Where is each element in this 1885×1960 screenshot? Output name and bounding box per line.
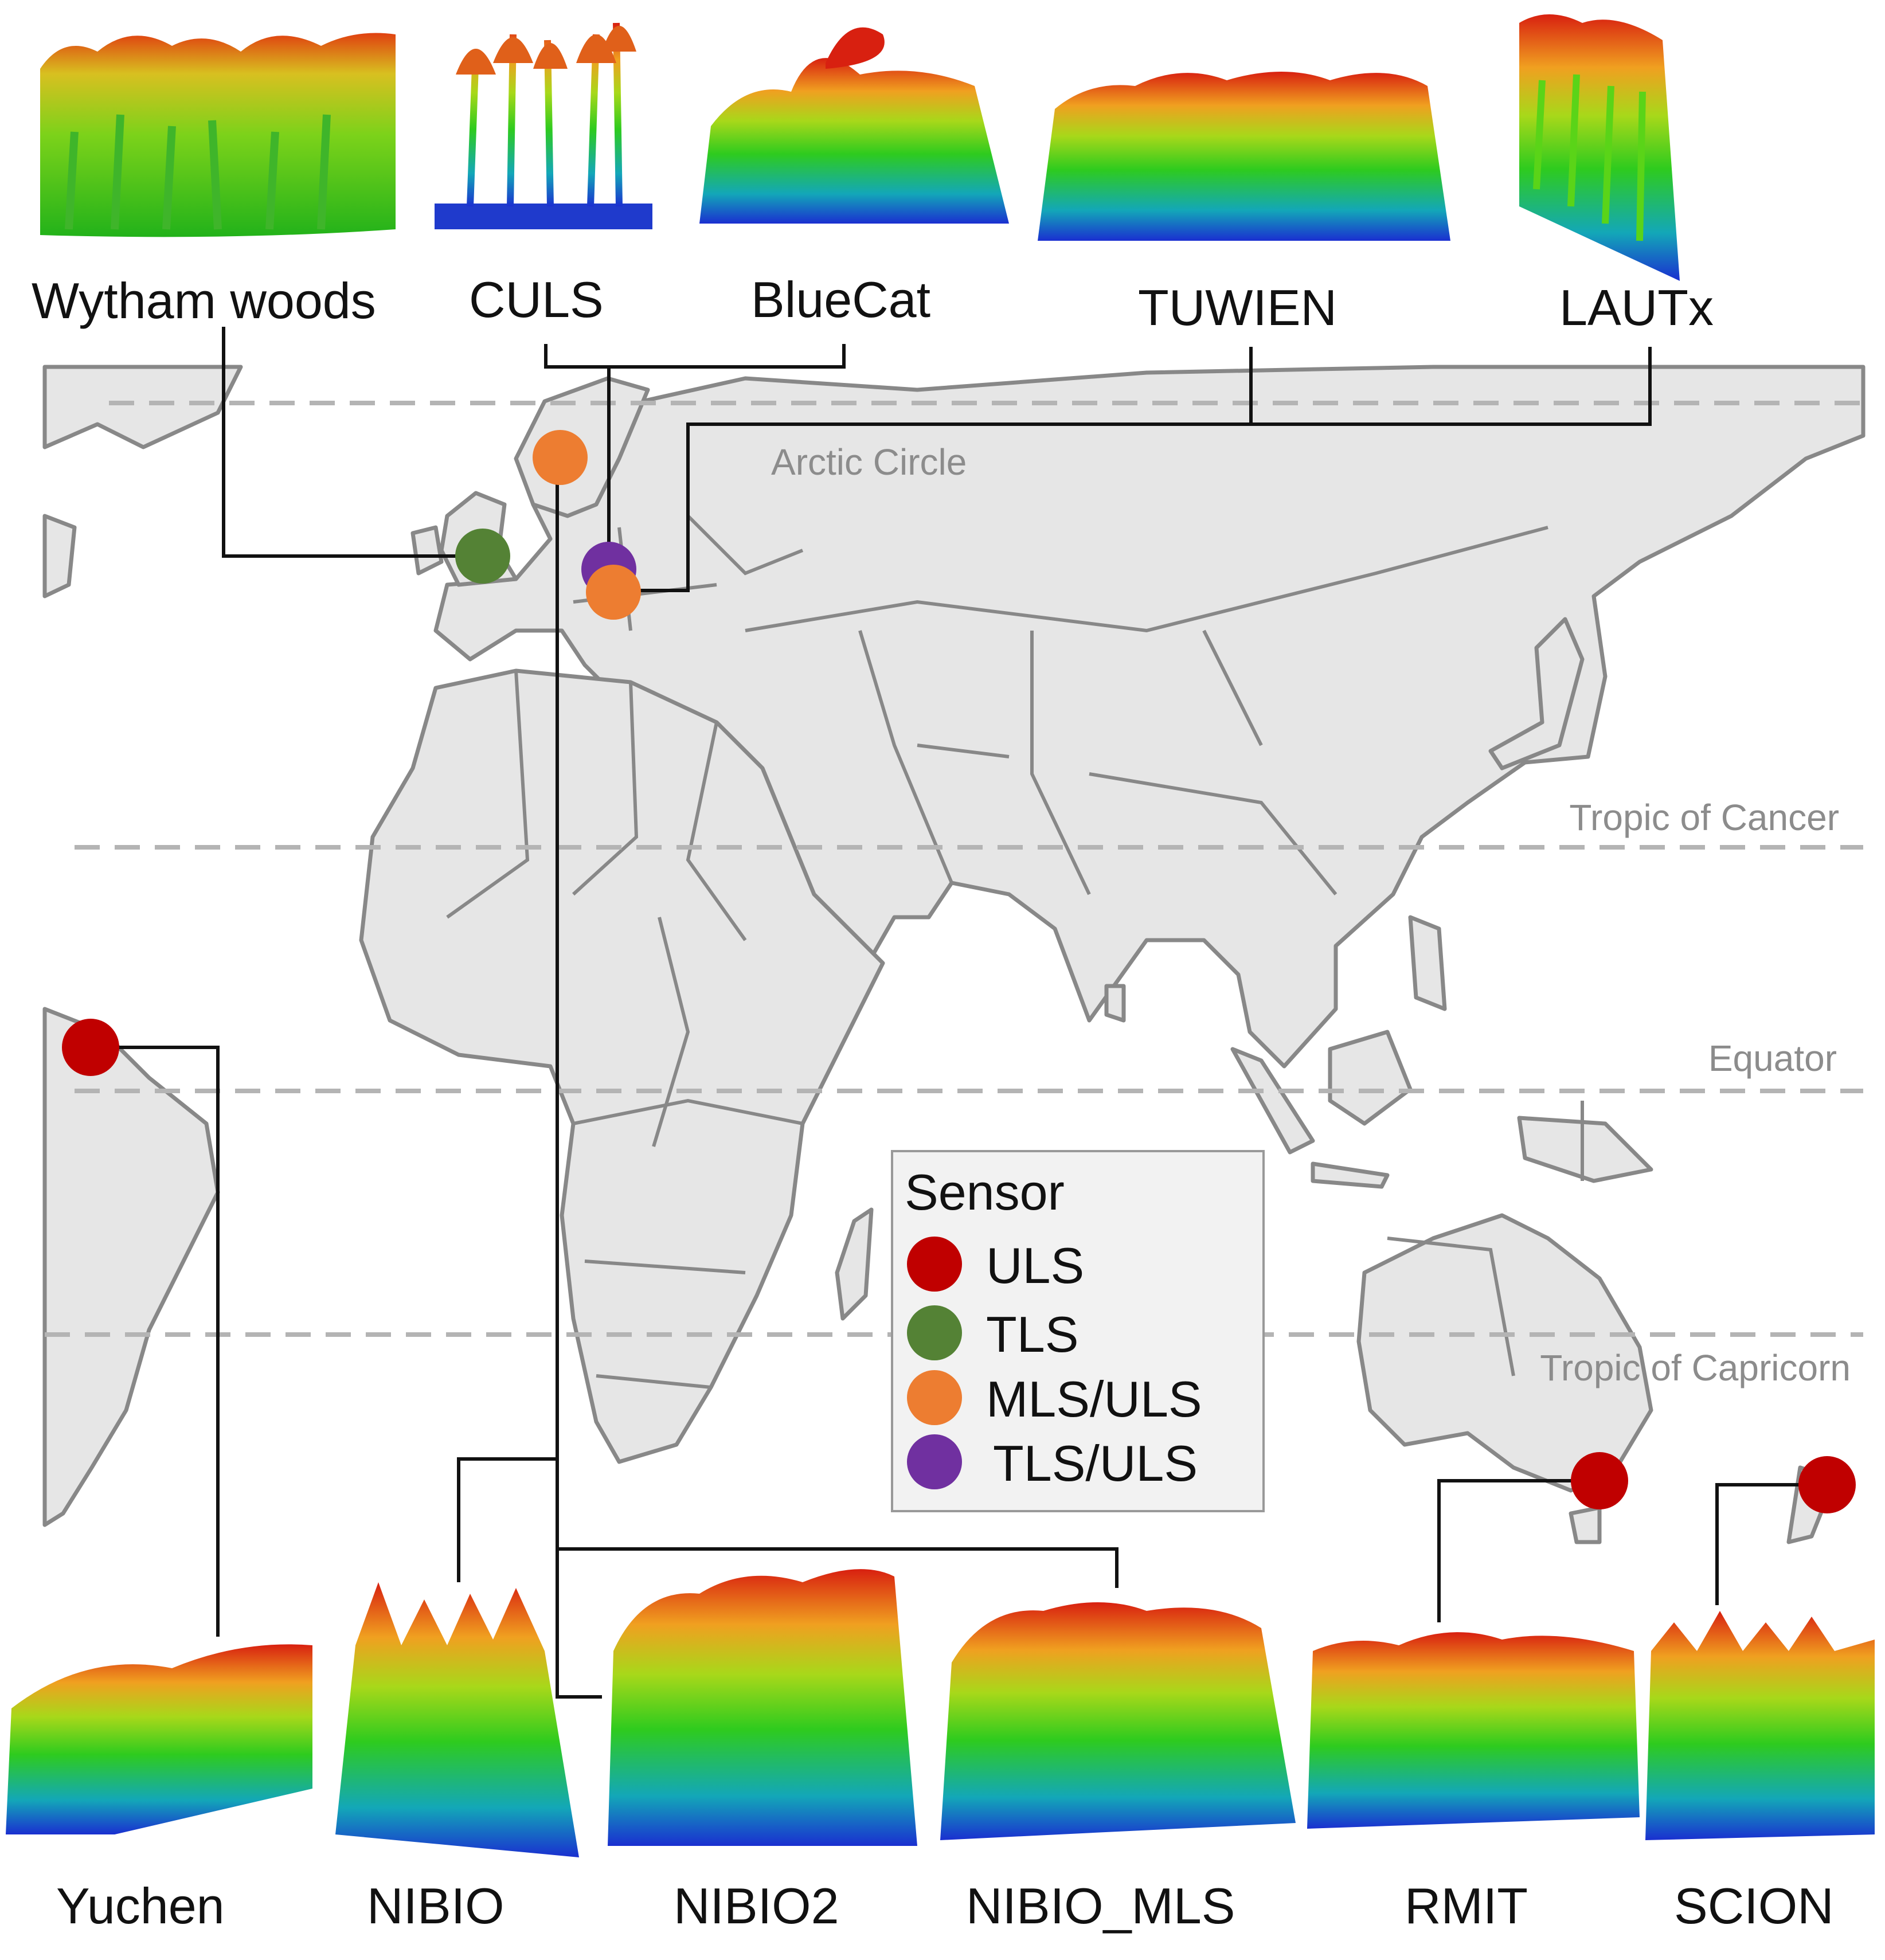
pointcloud-wytham (40, 33, 396, 237)
philippines (1408, 915, 1447, 1011)
label-nibio2: NIBIO2 (674, 1877, 839, 1934)
marker-yuchen[interactable] (62, 1019, 119, 1076)
leader-nibio-trunk (556, 484, 602, 1699)
legend-tls-uls-swatch (907, 1434, 962, 1489)
pointcloud-bluecat (699, 27, 1009, 224)
marker-tuwien[interactable] (586, 565, 641, 620)
label-nibio-mls: NIBIO_MLS (966, 1877, 1235, 1934)
site-markers (62, 430, 1856, 1513)
tasmania (1569, 1505, 1602, 1544)
legend-tls-swatch (907, 1305, 962, 1360)
label-rmit: RMIT (1405, 1877, 1528, 1934)
tropic-of-capricorn-label: Tropic of Capricorn (1540, 1347, 1851, 1388)
java (1311, 1161, 1390, 1189)
label-bluecat: BlueCat (751, 271, 930, 328)
leader-wytham (222, 327, 482, 558)
sri-lanka (1104, 984, 1126, 1023)
leader-lines (91, 327, 1827, 1699)
reference-lines: Arctic Circle Tropic of Cancer Equator T… (45, 401, 1863, 1388)
label-wytham: Wytham woods (32, 272, 376, 329)
pointcloud-yuchen (6, 1644, 312, 1834)
leader-tuwien-branch (613, 422, 1251, 592)
arctic-circle-label: Arctic Circle (771, 441, 967, 483)
label-scion: SCION (1674, 1877, 1834, 1934)
country-borders (446, 514, 1584, 1389)
label-culs: CULS (469, 271, 604, 328)
label-nibio: NIBIO (367, 1877, 505, 1934)
legend-uls-label: ULS (986, 1237, 1084, 1294)
pointcloud-culs (435, 22, 652, 229)
pointcloud-nibio-mls (940, 1602, 1296, 1840)
legend-mls-uls-label: MLS/ULS (986, 1371, 1202, 1427)
madagascar (835, 1207, 874, 1321)
pointcloud-nibio (335, 1582, 579, 1857)
pointcloud-tuwien (1038, 72, 1450, 241)
leader-nibio-mls (557, 1547, 1119, 1588)
africa (359, 668, 885, 1464)
leader-scion (1715, 1483, 1827, 1605)
leader-tuwien-lautx (1249, 347, 1652, 426)
world-map (42, 365, 1866, 1548)
pointcloud-nibio2 (608, 1569, 917, 1846)
marker-scion[interactable] (1798, 1456, 1856, 1513)
leader-culs-bluecat (544, 344, 846, 369)
legend-tls-uls-label: TLS/ULS (993, 1435, 1198, 1492)
legend-tls-label: TLS (986, 1306, 1078, 1363)
marker-nibio[interactable] (533, 430, 588, 485)
leader-nibio (457, 1457, 557, 1582)
japan (1488, 617, 1585, 770)
label-yuchen: Yuchen (56, 1877, 225, 1934)
site-labels: Wytham woods CULS BlueCat TUWIEN LAUTx Y… (32, 271, 1834, 1934)
leader-yuchen (91, 1046, 220, 1637)
label-tuwien: TUWIEN (1138, 279, 1337, 336)
leader-rmit (1437, 1479, 1599, 1622)
sumatra (1230, 1047, 1315, 1155)
new-guinea (1517, 1116, 1653, 1183)
north-america-edge (42, 514, 77, 598)
sensor-legend: Sensor ULS TLS MLS/ULS TLS/ULS (891, 1150, 1265, 1512)
pointcloud-scion (1645, 1611, 1875, 1840)
legend-mls-uls-swatch (907, 1370, 962, 1425)
legend-title: Sensor (905, 1164, 1065, 1220)
north-west-land (42, 365, 243, 449)
label-lautx: LAUTx (1559, 279, 1714, 336)
ireland (410, 525, 444, 576)
south-america (42, 1007, 220, 1527)
pointcloud-lautx (1519, 14, 1680, 281)
equator-label: Equator (1708, 1038, 1837, 1079)
marker-wytham[interactable] (455, 529, 510, 584)
tropic-of-cancer-label: Tropic of Cancer (1569, 797, 1839, 838)
legend-uls-swatch (907, 1237, 962, 1292)
marker-rmit[interactable] (1571, 1452, 1628, 1509)
pointcloud-rmit (1307, 1632, 1640, 1829)
